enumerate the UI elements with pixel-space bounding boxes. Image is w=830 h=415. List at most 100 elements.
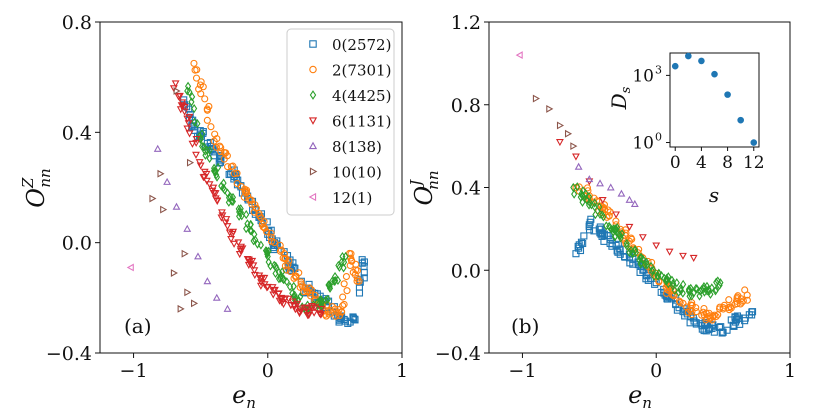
series-5-point: [181, 249, 189, 258]
inset-point: [750, 139, 758, 146]
series-0-point: [626, 259, 634, 267]
series-3-point: [234, 239, 243, 247]
series-3-point: [195, 159, 204, 167]
series-2-point: [578, 189, 585, 199]
series-1-point: [725, 296, 733, 304]
series-2-point: [297, 292, 304, 302]
series-1-point: [281, 262, 289, 270]
series-1-point: [210, 137, 218, 145]
series-1-point: [583, 184, 592, 192]
series-3-point: [225, 229, 234, 237]
inset-point: [671, 62, 679, 70]
series-1-point: [733, 300, 741, 308]
series-2-point: [188, 97, 195, 107]
series-1-point: [712, 312, 720, 321]
series-1-point: [216, 142, 224, 150]
series-2-point: [632, 247, 639, 258]
series-3-point: [316, 311, 325, 319]
series-1-point: [736, 300, 745, 308]
series-3-point: [274, 290, 283, 298]
series-1-point: [222, 149, 230, 157]
series-1-point: [255, 209, 263, 217]
series-1-point: [203, 105, 211, 113]
series-2-point: [202, 146, 209, 156]
series-0-point: [616, 245, 624, 253]
series-2-point: [588, 200, 595, 210]
series-1-point: [250, 208, 258, 216]
series-2-point: [705, 284, 712, 295]
series-1-point: [665, 282, 673, 290]
series-2-point: [713, 285, 720, 295]
inset-point: [737, 116, 744, 124]
series-1-point: [224, 163, 232, 171]
series-2-point: [603, 221, 610, 231]
series-3-point: [303, 305, 311, 313]
series-2-point: [279, 267, 286, 277]
legend-label: 12(1): [332, 189, 372, 207]
legend-items: 0(2572) 2(7301) 4(4425) 6(1131) 8(138) 10(10)…: [308, 36, 391, 207]
series-1-point: [351, 271, 359, 279]
series-2-point: [250, 236, 257, 246]
series-2-point: [215, 162, 222, 172]
series-2-point: [199, 141, 206, 151]
series-2-point: [220, 178, 227, 188]
series-3-point: [221, 219, 230, 227]
panel-b-ylabel: OJnn: [407, 170, 442, 205]
panel-b-label: (b): [511, 314, 539, 338]
series-0-point: [606, 239, 614, 248]
series-2-point: [191, 117, 198, 127]
series-1-point: [190, 59, 198, 67]
series-4-point: [617, 189, 626, 197]
series-1-point: [237, 183, 245, 191]
series-3-point: [598, 196, 607, 205]
series-4-point: [223, 304, 232, 312]
series-3-point: [217, 209, 226, 217]
series-0-point: [706, 324, 714, 332]
series-5-point: [570, 142, 578, 151]
series-3-point: [307, 304, 316, 312]
series-1-point: [246, 196, 254, 204]
series-0-point: [621, 253, 629, 261]
inset-point: [685, 52, 692, 60]
series-2-point: [257, 240, 264, 250]
series-5-point: [184, 288, 192, 297]
series-2-point: [238, 211, 245, 221]
series-0-point: [206, 138, 214, 147]
series-3-point: [612, 211, 621, 219]
series-2-point: [331, 271, 339, 282]
series-1-point: [207, 123, 215, 131]
series-1-point: [220, 155, 228, 163]
series-1-point: [702, 309, 710, 317]
series-2-point: [204, 145, 211, 156]
panel-b-markers: [515, 51, 757, 337]
y-tick-label: 0.8: [451, 95, 481, 117]
legend-marker: [309, 90, 317, 100]
series-2-point: [637, 259, 644, 269]
panel-b-ticks: −1 0 1 −0.4 0.0 0.4 0.8 1.2: [435, 12, 796, 382]
series-3-point: [222, 216, 231, 224]
series-1-point: [333, 308, 341, 317]
series-1-point: [331, 305, 339, 313]
series-2-point: [623, 241, 630, 251]
series-2-point: [591, 198, 598, 208]
series-3-point: [301, 304, 309, 312]
series-2-point: [334, 275, 342, 286]
series-1-point: [621, 226, 630, 234]
series-4-point: [630, 199, 639, 207]
inset-ylabel: Ds: [607, 86, 634, 110]
series-5-point: [177, 304, 185, 313]
series-4-point: [212, 293, 221, 301]
series-3-point: [665, 248, 674, 256]
series-3-point: [250, 271, 259, 280]
series-1-point: [263, 228, 271, 236]
series-3-point: [284, 295, 293, 303]
series-2-point: [673, 278, 680, 288]
y-tick-label: 0.0: [62, 233, 92, 255]
series-0-point: [605, 232, 613, 240]
series-2-point: [243, 209, 250, 220]
series-1-point: [716, 303, 724, 311]
legend-label: 10(10): [332, 164, 382, 182]
series-1-point: [285, 257, 293, 265]
series-2-point: [698, 284, 705, 295]
series-1-point: [675, 297, 683, 305]
